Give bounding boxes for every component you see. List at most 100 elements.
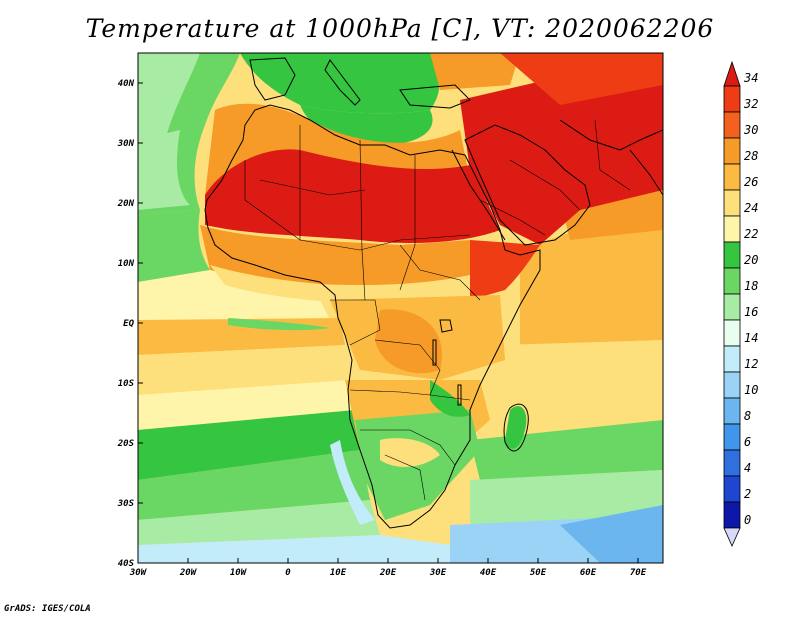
- colorbar-label: 0: [744, 513, 751, 527]
- lat-tick-label: EQ: [123, 319, 134, 329]
- south-atlantic-lightgreen: [138, 450, 370, 520]
- indian-ocean-colder: [560, 505, 663, 563]
- south-atlantic-pale: [138, 500, 380, 545]
- colorbar-bin: [723, 137, 741, 165]
- colorbar-label: 4: [744, 461, 751, 475]
- lon-tick-label: 0: [285, 568, 291, 578]
- lon-tick-label: 50E: [530, 568, 547, 578]
- lon-tick-label: 30E: [429, 568, 447, 578]
- colorbar-bottom-arrow: [723, 527, 741, 547]
- colorbar-label: 16: [744, 305, 758, 319]
- colorbar-bin: [723, 293, 741, 321]
- europe-cool: [240, 53, 440, 114]
- colorbar-label: 8: [744, 409, 751, 423]
- madagascar-field: [505, 406, 527, 449]
- colorbar-bin: [723, 501, 741, 529]
- border-line: [384, 454, 426, 501]
- lon-tick-label: 40E: [480, 568, 497, 578]
- colorbar-label: 2: [744, 487, 751, 501]
- colorbar-label: 30: [743, 123, 758, 137]
- colorbar-bin: [723, 163, 741, 191]
- border-line: [359, 139, 366, 301]
- border-line: [244, 160, 471, 251]
- black-sea-warm: [430, 53, 520, 90]
- colorbar-bin: [723, 345, 741, 373]
- axis-tick-labels: 30W 20W 10W 0 10E 20E 30E 40E 50E 60E 70E 40N 30N 20N…: [117, 79, 647, 578]
- colorbar-label: 14: [744, 331, 758, 345]
- border-line: [399, 155, 416, 291]
- atlantic-pale: [138, 130, 190, 210]
- equatorial-green-strip: [228, 318, 330, 331]
- colorbar-label: 10: [744, 383, 758, 397]
- border-line: [479, 199, 546, 236]
- temperature-field: [138, 53, 663, 563]
- border-line: [330, 299, 381, 346]
- middle-east-hot: [460, 53, 663, 245]
- lat-tick-label: 40N: [118, 79, 135, 89]
- madagascar-coastline: [503, 403, 529, 452]
- colorbar-label: 26: [744, 175, 758, 189]
- iberia-coastline: [249, 57, 296, 101]
- colorbar-bin: [723, 111, 741, 139]
- horn-hot: [470, 240, 540, 300]
- lat-tick-label: 20N: [117, 199, 135, 209]
- arabia-coastline: [464, 124, 591, 246]
- sahel-yellow: [210, 265, 400, 305]
- border-line: [399, 244, 481, 301]
- lat-tick-label: 10N: [118, 259, 135, 269]
- border-line: [509, 159, 581, 211]
- sahel-warm: [200, 225, 470, 285]
- colorbar-bin: [723, 371, 741, 399]
- lat-tick-label: 40S: [118, 559, 135, 569]
- lat-tick-label: 30S: [117, 499, 135, 509]
- indian-ocean-mid: [500, 340, 663, 440]
- turkey-coastline: [399, 84, 471, 109]
- colorbar-label: 28: [744, 149, 758, 163]
- indian-ocean-far-south: [470, 470, 663, 525]
- lon-tick-label: 20W: [179, 568, 198, 578]
- lon-tick-label: 10W: [230, 568, 248, 578]
- colorbar-bin: [723, 475, 741, 503]
- indian-ocean-warm: [520, 200, 663, 345]
- colorbar-bin: [723, 397, 741, 425]
- italy-coastline: [324, 59, 361, 106]
- lon-tick-label: 10E: [330, 568, 347, 578]
- colorbar-bin: [723, 215, 741, 243]
- lon-tick-label: 70E: [630, 568, 647, 578]
- kalahari-yellow: [380, 438, 440, 467]
- border-line: [259, 179, 366, 196]
- colorbar-bin: [723, 319, 741, 347]
- south-atlantic-warm: [138, 345, 350, 395]
- axis-ticks: [137, 82, 639, 564]
- colorbar-bin: [723, 241, 741, 269]
- lat-tick-label: 20S: [117, 439, 135, 449]
- colorbar-label: 6: [744, 435, 751, 449]
- africa-coastline: [204, 104, 541, 529]
- colorbar-label: 12: [744, 357, 758, 371]
- border-line: [360, 429, 456, 466]
- congo-warm: [375, 309, 442, 374]
- benguela-cool: [330, 440, 375, 525]
- colorbar-bin: [723, 189, 741, 217]
- south-atlantic-yellow: [138, 380, 355, 430]
- colorbar-label: 24: [744, 201, 758, 215]
- lake-victoria: [439, 319, 453, 333]
- colorbar-bin: [723, 85, 741, 113]
- south-atlantic-cold: [138, 535, 450, 563]
- lon-tick-label: 60E: [580, 568, 597, 578]
- east-africa-green: [430, 380, 470, 417]
- country-borders: [244, 119, 631, 501]
- lon-tick-label: 30W: [129, 568, 148, 578]
- middle-east-warm: [500, 53, 663, 105]
- border-line: [349, 389, 471, 401]
- north-atlantic-light: [138, 53, 200, 150]
- colorbar-label: 32: [743, 97, 758, 111]
- colorbar-label: 22: [744, 227, 758, 241]
- atlantic-subtropic: [138, 210, 210, 282]
- colorbar-top-arrow: [723, 60, 741, 87]
- sahara-hot: [205, 149, 500, 243]
- india-coastline: [629, 149, 663, 196]
- mediterranean-green: [300, 105, 433, 145]
